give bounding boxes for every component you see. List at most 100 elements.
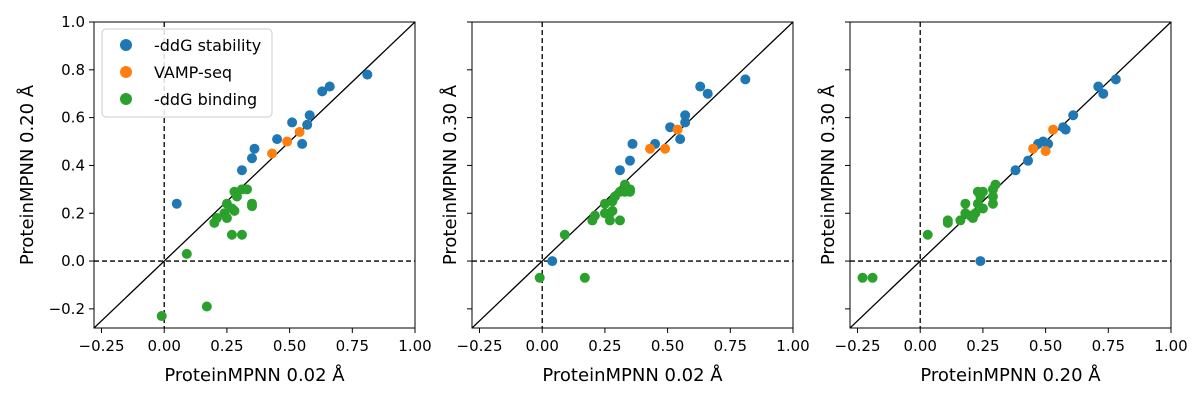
data-point — [534, 272, 545, 283]
data-point — [241, 184, 252, 195]
data-point — [740, 74, 751, 85]
x-axis-label: ProteinMPNN 0.20 Å — [920, 364, 1101, 386]
data-point — [1098, 88, 1109, 99]
data-point — [922, 229, 933, 240]
data-point — [171, 198, 182, 209]
data-point — [181, 248, 192, 259]
x-tick-label: 1.00 — [1154, 337, 1187, 355]
data-point — [702, 88, 713, 99]
x-tick-label: 0.25 — [210, 337, 243, 355]
data-point — [272, 134, 283, 145]
x-tick-label: 0.00 — [904, 337, 937, 355]
data-point — [287, 117, 298, 128]
legend-marker — [120, 39, 132, 51]
data-point — [579, 272, 590, 283]
x-tick-label: −0.25 — [457, 337, 503, 355]
data-point — [1048, 124, 1059, 135]
data-point — [672, 124, 683, 135]
x-axis-label: ProteinMPNN 0.02 Å — [542, 364, 723, 386]
data-point — [970, 208, 981, 219]
x-tick-label: 1.00 — [776, 337, 809, 355]
x-tick-label: 0.75 — [1092, 337, 1125, 355]
data-point — [960, 198, 971, 209]
data-point — [547, 256, 558, 267]
legend-marker — [120, 66, 132, 78]
data-point — [362, 69, 373, 80]
data-point — [246, 153, 257, 164]
data-point — [226, 229, 237, 240]
data-point — [942, 217, 953, 228]
plot-area — [94, 22, 415, 328]
diagonal-line — [94, 22, 415, 328]
x-tick-label: 0.00 — [148, 337, 181, 355]
x-tick-label: 0.75 — [714, 337, 747, 355]
x-axis-label: ProteinMPNN 0.02 Å — [164, 364, 345, 386]
data-point — [955, 215, 966, 226]
data-point — [1060, 124, 1071, 135]
data-point — [211, 213, 222, 224]
data-point — [665, 122, 676, 133]
legend-marker — [120, 93, 132, 105]
x-tick-label: 0.50 — [273, 337, 306, 355]
y-tick-label: 0.8 — [61, 61, 85, 79]
data-point — [1093, 81, 1104, 92]
data-point — [297, 138, 308, 149]
plot-frame — [471, 21, 794, 329]
data-point — [201, 301, 212, 312]
panel-1: −0.25 0.00 0.25 0.50 0.75 1.00 −0.2 0.0 0.2 0.4 0.… — [16, 13, 432, 386]
x-tick-label: 0.00 — [526, 337, 559, 355]
data-point — [559, 229, 570, 240]
x-tick-label: −0.25 — [79, 337, 125, 355]
y-tick-label: 0.0 — [61, 252, 85, 270]
data-point — [680, 110, 691, 121]
data-point — [304, 110, 315, 121]
diagonal-line — [850, 22, 1171, 328]
data-point — [1040, 146, 1051, 157]
y-tick-label: 0.2 — [61, 204, 85, 222]
data-point — [229, 205, 240, 216]
data-point — [627, 138, 638, 149]
panel-3: −0.25 0.00 0.25 0.50 0.75 1.00 ProteinMPNN 0.2… — [817, 21, 1188, 386]
x-tick-label: 0.50 — [651, 337, 684, 355]
data-point — [680, 117, 691, 128]
data-point — [1068, 110, 1079, 121]
data-point — [1010, 165, 1021, 176]
data-point — [236, 165, 247, 176]
plot-area — [472, 22, 793, 328]
data-point — [624, 184, 635, 195]
y-axis-label: ProteinMPNN 0.30 Å — [439, 84, 461, 265]
y-tick-label: 0.6 — [61, 109, 85, 127]
legend-label: VAMP-seq — [154, 63, 232, 82]
plot-area — [850, 22, 1171, 328]
legend: -ddG stability VAMP-seq -ddG binding — [101, 28, 273, 118]
data-point — [599, 198, 610, 209]
data-point — [221, 213, 232, 224]
plot-frame — [93, 21, 416, 329]
diagonal-line — [472, 22, 793, 328]
data-point — [282, 136, 293, 147]
data-point — [1110, 74, 1121, 85]
data-point — [604, 215, 615, 226]
data-point — [607, 205, 618, 216]
x-tick-label: 0.25 — [966, 337, 999, 355]
x-tick-label: 1.00 — [398, 337, 431, 355]
y-axis-label: ProteinMPNN 0.30 Å — [817, 84, 839, 265]
data-point — [246, 198, 257, 209]
data-point — [294, 126, 305, 137]
data-point — [1028, 143, 1039, 154]
legend-label: -ddG binding — [154, 90, 257, 109]
data-point — [249, 143, 260, 154]
data-point — [302, 119, 313, 130]
data-point — [977, 186, 988, 197]
y-tick-label: −0.2 — [49, 300, 85, 318]
data-point — [589, 210, 600, 221]
data-point — [1023, 155, 1034, 166]
x-tick-label: −0.25 — [835, 337, 881, 355]
data-point — [236, 229, 247, 240]
data-point — [614, 165, 625, 176]
data-point — [977, 203, 988, 214]
x-tick-label: 0.75 — [336, 337, 369, 355]
legend-box — [101, 28, 273, 118]
data-point — [990, 179, 1001, 190]
